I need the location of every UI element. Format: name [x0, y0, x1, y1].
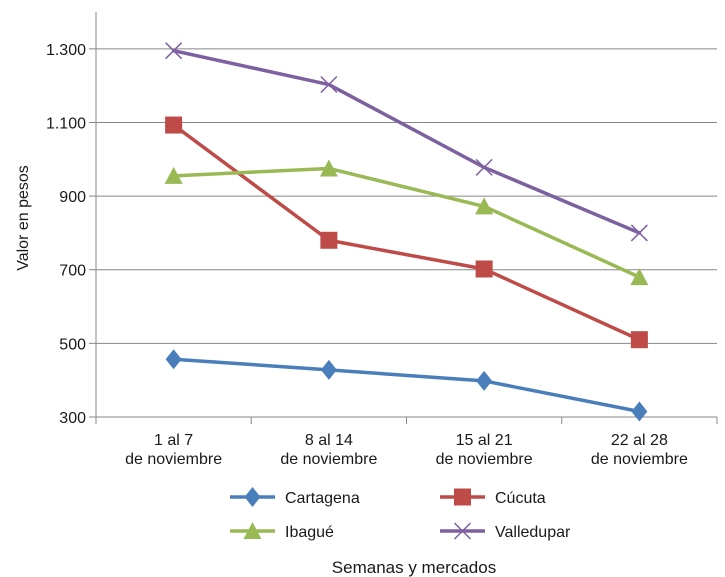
legend-label: Cartagena [285, 490, 360, 507]
data-point [320, 76, 338, 94]
series-line [171, 357, 642, 414]
y-axis-tick-labels: 300 500 700 900 1.100 1.300 [46, 42, 86, 427]
series-line [171, 48, 642, 235]
legend-label: Ibagué [285, 524, 334, 541]
x-tick-label: 8 al 14 de noviembre [280, 432, 377, 468]
y-tick-label: 1.100 [46, 115, 86, 132]
legend-item: Cartagena [230, 487, 360, 507]
x-tick-label: 15 al 21 de noviembre [436, 432, 533, 468]
data-point [475, 260, 493, 278]
legend-label: Cúcuta [495, 490, 546, 507]
legend: Cartagena Cúcuta Ibagué Valledupar [230, 487, 571, 541]
data-point [319, 159, 338, 177]
y-tick-label: 700 [59, 263, 86, 280]
series [164, 159, 649, 286]
data-point [476, 370, 493, 391]
data-point [244, 487, 261, 507]
series-line [171, 123, 642, 342]
data-point [453, 522, 472, 540]
y-tick-label: 1.300 [46, 42, 86, 59]
x-tick-label: 1 al 7 de noviembre [125, 432, 222, 468]
x-axis-tick-labels: 1 al 7 de noviembre 8 al 14 de noviembre 15 … [125, 432, 688, 468]
series [165, 42, 648, 242]
data-point [475, 158, 493, 176]
data-point [165, 42, 183, 60]
data-point [454, 488, 471, 506]
data-point [320, 231, 338, 249]
data-point [630, 224, 648, 242]
x-tick-label: 22 al 28 de noviembre [591, 432, 688, 468]
series [165, 349, 648, 422]
axes [95, 12, 718, 424]
data-point [475, 197, 494, 215]
gridlines [89, 48, 717, 418]
data-point [165, 349, 182, 370]
x-axis-label: Semanas y mercados [332, 558, 496, 577]
legend-item: Ibagué [230, 522, 334, 541]
y-axis-label: Valor en pesos [15, 165, 32, 271]
legend-item: Cúcuta [440, 488, 546, 507]
y-tick-label: 900 [59, 189, 86, 206]
y-tick-label: 300 [59, 410, 86, 427]
data-point [243, 522, 262, 539]
data-point [630, 331, 648, 349]
data-point [164, 166, 183, 184]
legend-label: Valledupar [495, 524, 571, 541]
y-tick-label: 500 [59, 336, 86, 353]
legend-item: Valledupar [440, 522, 571, 541]
series-lines [164, 42, 649, 422]
data-point [631, 401, 648, 422]
data-point [630, 268, 649, 286]
data-point [320, 359, 337, 380]
series-line [171, 166, 642, 279]
data-point [165, 116, 183, 134]
series [165, 116, 648, 349]
